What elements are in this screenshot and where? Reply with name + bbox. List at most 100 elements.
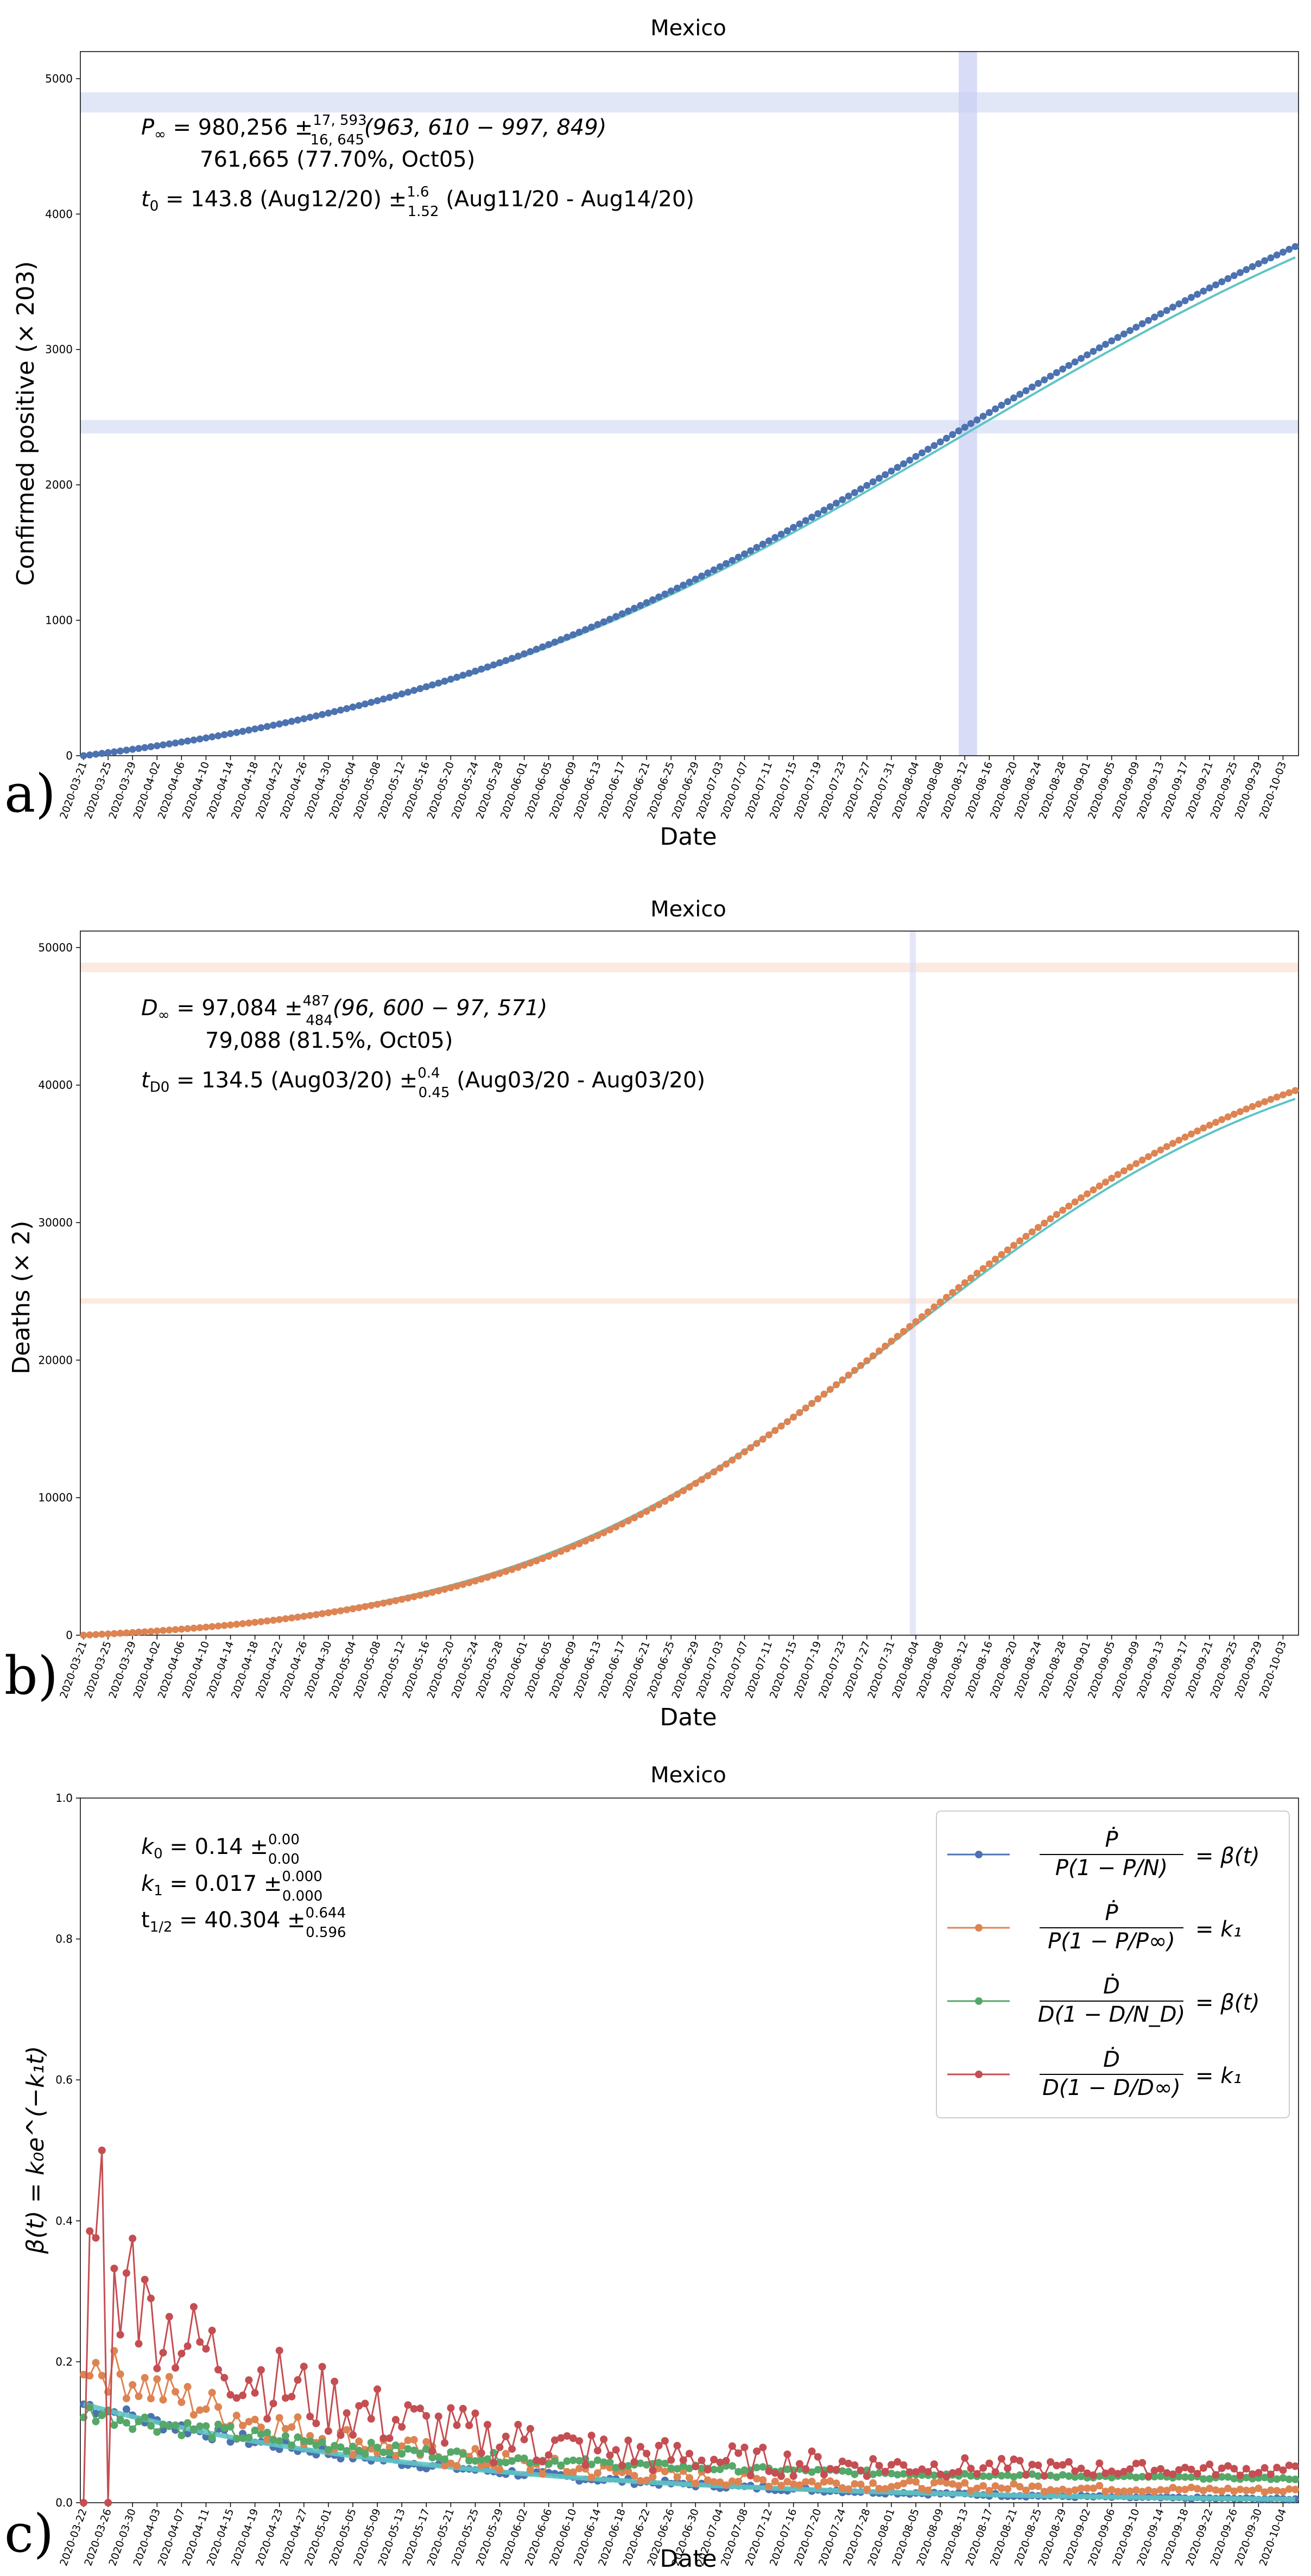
a-data-point [863,482,871,489]
c-data-point [496,2458,504,2466]
c-data-point [912,2478,920,2486]
c-data-point [1242,2473,1250,2482]
c-data-point [1291,2462,1299,2470]
b-data-point [141,1628,149,1636]
c-data-point [116,2415,124,2423]
a-data-point [465,669,473,677]
c-data-point [477,2461,485,2469]
c-data-point [716,2458,724,2466]
c-data-point [679,2467,687,2475]
c-data-point [202,2405,210,2413]
c-data-point [294,2376,302,2384]
c-data-point [1010,2473,1018,2481]
c-data-point [147,2294,155,2302]
b-data-point [894,1333,901,1340]
b-data-point [484,1573,491,1581]
b-data-point [496,1569,503,1577]
c-data-point [422,2445,430,2453]
c-data-point [110,2421,118,2429]
c-data-point [894,2482,902,2490]
c-data-point [587,2473,596,2482]
a-data-point [643,599,650,606]
b-ann1-range: (96, 600 − 97, 571) [333,996,548,1021]
c-data-point [1090,2471,1097,2479]
a-data-point [876,474,883,482]
b-data-point [765,1431,772,1439]
c-data-point [122,2394,130,2402]
c-data-point [544,2460,553,2468]
a-data-point [300,715,308,723]
c-data-point [1163,2486,1171,2495]
b-data-point [839,1376,846,1384]
a-data-point [790,524,797,531]
b-data-point [985,1260,993,1268]
b-data-point [86,1631,93,1638]
b-data-point [876,1347,883,1355]
c-data-point [373,2385,382,2393]
c-data-point [251,2426,259,2434]
a-data-point [362,700,369,708]
b-data-point [575,1540,583,1548]
b-data-point [422,1590,430,1598]
c-data-point [239,2421,247,2429]
a-data-point [1175,300,1183,308]
b-horizontal-band [80,1298,1299,1304]
c-data-point [508,2457,516,2465]
a-data-point [1206,284,1213,292]
c-data-point [232,2394,240,2402]
a-data-point [979,413,987,420]
b-data-point [80,1631,87,1639]
c-data-point [141,2374,149,2382]
c-data-point [110,2264,118,2273]
a-data-point [631,605,638,612]
c-k0-val: = 0.14 ± [163,1834,268,1859]
a-horizontal-band [80,92,1299,113]
c-data-point [618,2469,626,2477]
b-data-point [680,1487,687,1495]
c-k0-lo: 0.00 [268,1851,300,1868]
c-data-point [1004,2485,1012,2493]
c-data-point [318,2363,326,2371]
b-data-point [214,1622,222,1630]
c-data-point [471,2445,479,2453]
c-data-point [710,2478,718,2486]
c-data-point [1004,2464,1012,2472]
a-data-point [355,702,363,710]
b-data-point [545,1553,553,1560]
c-data-point [1230,2474,1238,2483]
c-data-point [967,2487,975,2495]
b-vertical-band [909,931,916,1635]
b-data-point [802,1404,809,1412]
a-horizontal-band [80,420,1299,434]
c-data-point [1083,2484,1091,2492]
c-data-point [214,2403,222,2411]
c-data-point [551,2436,559,2444]
b-data-point [723,1460,730,1468]
a-data-point [349,703,357,711]
b-data-point [129,1629,136,1636]
c-legend: Ṗ P(1 − P/N) = β(t) Ṗ P(1 − P/P∞) = k₁ Ḋ D(1 − … [936,1811,1290,2118]
b-data-point [992,1255,999,1263]
c-k1-sup: 0.000 [282,1869,322,1885]
c-data-point [533,2456,541,2464]
c-data-point [178,2350,186,2358]
c-data-point [257,2423,265,2432]
c-data-point [894,2471,902,2479]
c-data-point [1224,2473,1232,2481]
c-data-point [636,2459,644,2467]
c-data-point [1255,2474,1263,2482]
c-data-point [202,2345,210,2353]
c-data-point [92,2359,100,2367]
c-data-point [349,2431,357,2439]
c-data-point [367,2415,375,2423]
b-data-point [1273,1093,1281,1101]
c-data-point [1218,2473,1226,2481]
c-data-point [1028,2460,1036,2469]
c-data-point [838,2467,846,2475]
b-data-point [936,1299,944,1306]
a-data-point [1255,260,1262,268]
c-data-point [722,2457,730,2465]
c-data-point [575,2457,584,2465]
a-data-point [729,556,736,564]
b-data-point [667,1494,675,1502]
